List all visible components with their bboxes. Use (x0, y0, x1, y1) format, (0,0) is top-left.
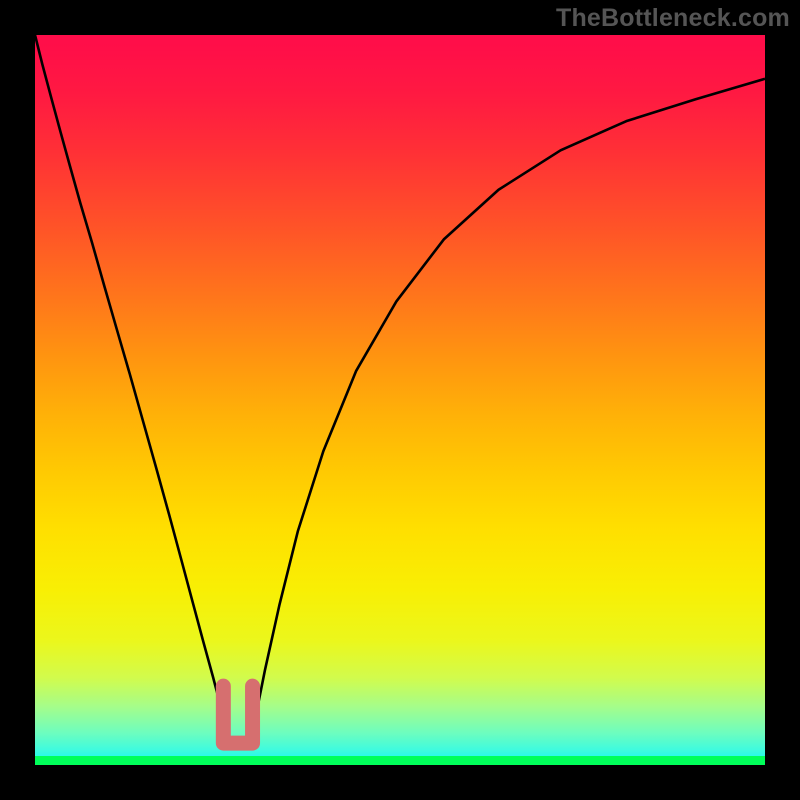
chart-svg (0, 0, 800, 800)
bottom-bar (35, 756, 765, 765)
chart-canvas: TheBottleneck.com (0, 0, 800, 800)
gradient-background (35, 35, 765, 765)
